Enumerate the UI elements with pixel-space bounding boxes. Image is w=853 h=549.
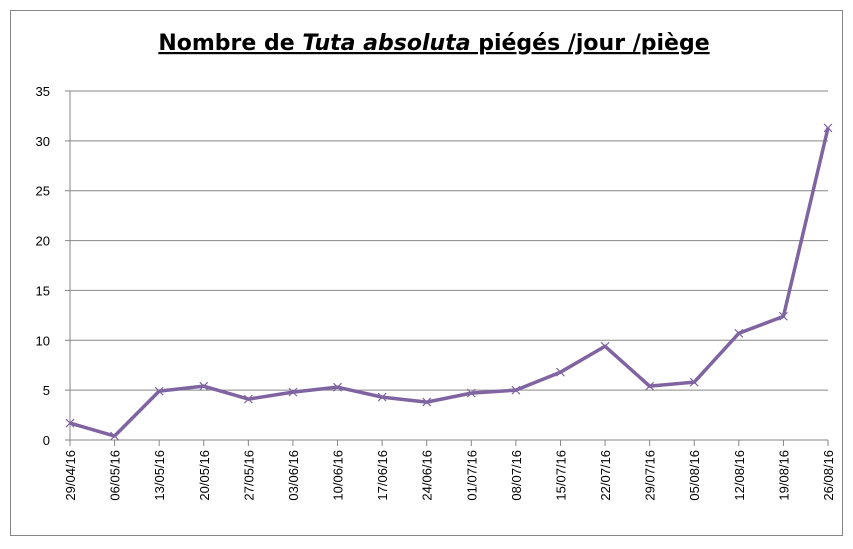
- marker: [422, 397, 432, 407]
- title-part: Tuta absoluta: [302, 31, 470, 56]
- marker: [199, 381, 209, 391]
- marker: [645, 381, 655, 391]
- marker: [778, 311, 788, 321]
- x-tick-label: 29/04/16: [63, 450, 78, 501]
- marker: [511, 385, 521, 395]
- x-tick-label: 29/07/16: [643, 450, 658, 501]
- x-tick-label: 26/08/16: [821, 450, 836, 501]
- marker: [734, 328, 744, 338]
- x-tick-label: 08/07/16: [509, 450, 524, 501]
- y-tick-label: 0: [43, 433, 50, 448]
- marker: [333, 382, 342, 392]
- y-tick-label: 20: [36, 234, 50, 249]
- chart-border: [10, 10, 843, 536]
- x-tick-label: 01/07/16: [464, 450, 479, 501]
- marker: [600, 341, 610, 351]
- marker: [556, 367, 565, 377]
- chart-title: Nombre de Tuta absoluta piégés /jour /pi…: [158, 31, 709, 56]
- x-tick-label: 10/06/16: [331, 450, 346, 501]
- x-tick-label: 17/06/16: [375, 450, 390, 501]
- x-tick-label: 20/05/16: [197, 450, 212, 501]
- marker: [823, 123, 833, 133]
- x-tick-label: 15/07/16: [553, 450, 568, 501]
- x-tick-label: 27/05/16: [241, 450, 256, 501]
- x-tick-label: 03/06/16: [286, 450, 301, 501]
- marker: [110, 431, 120, 441]
- title-part: Nombre de: [158, 31, 302, 56]
- marker: [65, 418, 75, 428]
- marker: [689, 377, 699, 387]
- y-tick-label: 30: [36, 134, 50, 149]
- x-tick-label: 13/05/16: [152, 450, 167, 501]
- y-tick-label: 5: [43, 383, 50, 398]
- marker: [466, 388, 476, 398]
- y-tick-label: 35: [36, 84, 50, 99]
- x-tick-label: 24/06/16: [420, 450, 435, 501]
- x-tick-label: 05/08/16: [687, 450, 702, 501]
- x-tick-label: 12/08/16: [732, 450, 747, 501]
- x-tick-label: 22/07/16: [598, 450, 613, 501]
- marker: [377, 392, 387, 402]
- x-tick-label: 19/08/16: [776, 450, 791, 501]
- title-part: piégés /jour /piège: [471, 31, 710, 56]
- marker: [154, 386, 164, 396]
- y-tick-label: 15: [36, 283, 50, 298]
- marker: [243, 394, 253, 404]
- line: [69, 127, 830, 438]
- y-tick-label: 25: [36, 184, 50, 199]
- marker: [288, 387, 298, 397]
- y-tick-label: 10: [36, 333, 50, 348]
- x-tick-label: 06/05/16: [108, 450, 123, 501]
